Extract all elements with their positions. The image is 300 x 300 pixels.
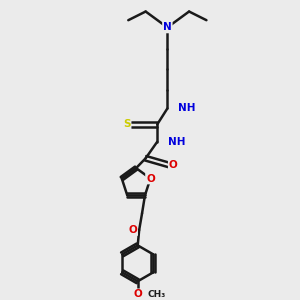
Text: O: O <box>133 289 142 299</box>
Text: O: O <box>169 160 178 170</box>
Text: O: O <box>146 173 155 184</box>
Text: NH: NH <box>178 103 196 113</box>
Text: N: N <box>163 22 172 32</box>
Text: NH: NH <box>168 137 186 147</box>
Text: CH₃: CH₃ <box>148 290 166 299</box>
Text: S: S <box>123 119 130 129</box>
Text: O: O <box>128 225 137 235</box>
